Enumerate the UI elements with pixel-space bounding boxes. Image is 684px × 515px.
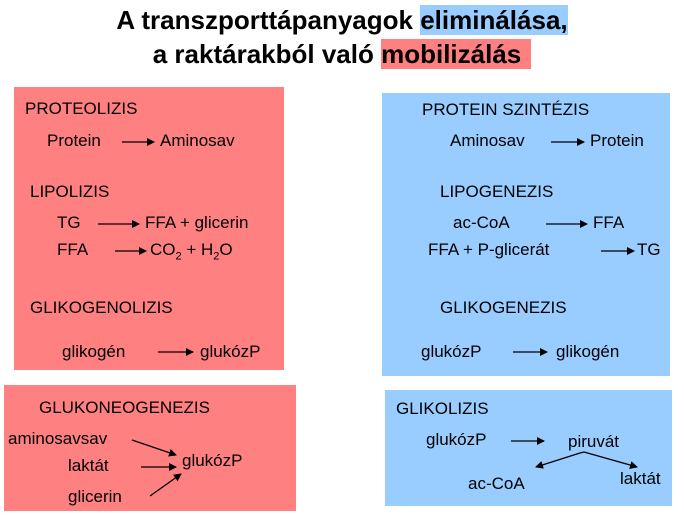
page-title-line-2: a raktárakból való mobilizálás [0, 38, 684, 70]
gluconeogenesis-source-2: laktát [68, 456, 109, 475]
glikogenolizis-heading: GLIKOGENOLIZIS [30, 298, 173, 317]
co2-subscript: 2 [175, 250, 182, 263]
proteolizis-to: Aminosav [160, 131, 235, 150]
o-text: O [219, 240, 233, 259]
glikogenolizis-to: glukózP [200, 342, 261, 361]
protein-szintezis-to: Protein [590, 131, 644, 150]
glikogenezis-to: glikogén [556, 342, 620, 361]
proteolizis-from: Protein [47, 131, 101, 150]
catabolism-box [14, 87, 284, 370]
glycolysis-box [385, 390, 672, 506]
glikogenezis-from: glukózP [421, 342, 482, 361]
gluconeogenesis-heading: GLUKONEOGENEZIS [39, 398, 210, 417]
glikolizis-branch-left: ac-CoA [468, 474, 525, 493]
lipolizis-row1-from: TG [57, 213, 81, 232]
gluconeogenesis-source-1: aminosavsav [8, 429, 108, 448]
title-prefix-2: a raktárakból való [152, 39, 382, 69]
lipogenezis-row2-to: TG [637, 240, 661, 259]
title-highlight-elimination: eliminálása, [420, 5, 568, 35]
arrow-glikolizis-branch-left [535, 451, 585, 469]
lipolizis-row2-from: FFA [57, 240, 89, 259]
glikolizis-heading: GLIKOLIZIS [396, 399, 489, 418]
glikolizis-to: piruvát [568, 432, 620, 451]
glikogenezis-heading: GLIKOGENEZIS [440, 298, 567, 317]
lipogenezis-row1-to: FFA [593, 213, 625, 232]
title-highlight-mobilization: mobilizálás [381, 39, 532, 69]
plus-h-text: + H [181, 240, 214, 259]
gluconeogenesis-source-3: glicerin [68, 487, 122, 506]
arrow-gluconeogenesis-1 [131, 439, 177, 457]
glikolizis-from: glukózP [426, 430, 487, 449]
glikolizis-branch-right: laktát [620, 469, 661, 488]
lipolizis-heading: LIPOLIZIS [30, 182, 110, 201]
h2o-subscript: 2 [213, 250, 220, 263]
arrow-glikolizis-branch-right [583, 451, 638, 469]
protein-szintezis-from: Aminosav [450, 131, 525, 150]
lipogenezis-row1-from: ac-CoA [453, 213, 510, 232]
lipogenezis-row2-from: FFA + P-glicerát [428, 240, 550, 259]
lipolizis-row1-to: FFA + glicerin [145, 213, 249, 232]
gluconeogenesis-box [4, 385, 296, 511]
lipolizis-row2-to: CO2 + H2O [150, 240, 233, 266]
gluconeogenesis-target: glukózP [182, 451, 243, 470]
anabolism-box [382, 93, 670, 376]
protein-szintezis-heading: PROTEIN SZINTÉZIS [422, 100, 590, 119]
lipogenezis-heading: LIPOGENEZIS [440, 182, 554, 201]
co-text: CO [150, 240, 176, 259]
glikogenolizis-from: glikogén [62, 342, 126, 361]
proteolizis-heading: PROTEOLIZIS [25, 99, 138, 118]
arrow-gluconeogenesis-3 [149, 473, 182, 497]
title-prefix-1: A transzporttápanyagok [116, 5, 421, 35]
page-title-line-1: A transzporttápanyagok eliminálása, [0, 4, 684, 36]
